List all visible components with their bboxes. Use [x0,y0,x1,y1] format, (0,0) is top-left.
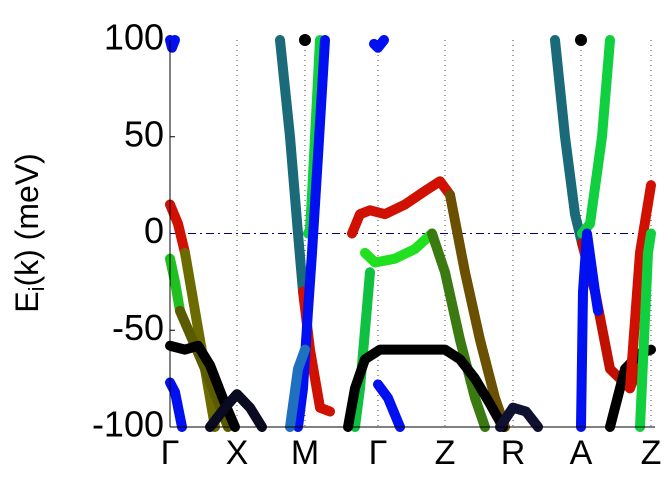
y-axis-label: Ei(k) (meV) [9,153,48,313]
band-line [165,377,187,432]
band-point [575,34,587,46]
band-line [369,35,389,53]
band-line [347,176,455,239]
y-tick-label: -100 [92,404,164,445]
band-line [373,379,405,432]
y-label-main: E [9,291,45,312]
y-tick-label: -50 [112,307,164,348]
y-tick-label: 50 [124,113,164,154]
band-line [180,247,220,432]
band-line [550,35,587,249]
band-line [205,389,267,432]
band-line [165,253,185,316]
band-line [445,189,510,432]
x-tick-label: Γ [369,434,388,472]
band-line [165,199,190,258]
band-line [577,35,615,239]
band-line [495,402,543,432]
band-line [576,228,603,432]
band-line [165,35,180,53]
y-label-rest: (k) (meV) [9,153,45,286]
y-tick-label: 100 [104,17,164,58]
x-tick-label: Z [641,434,662,472]
x-tick-label: A [570,434,593,472]
band-line [625,180,656,394]
x-tick-label: M [291,434,319,472]
band-line [293,35,330,432]
y-tick-label: 0 [144,210,164,251]
band-line [343,344,508,432]
band-line [285,344,310,432]
band-line [360,228,437,268]
x-tick-label: Z [435,434,456,472]
x-tick-label: R [501,434,526,472]
band-line [635,228,656,432]
band-line [275,35,308,297]
x-tick-label: X [226,434,249,472]
band-point [299,34,311,46]
y-label-sub: i [24,287,49,292]
band-line [427,228,490,432]
x-tick-label: Γ [161,434,180,472]
